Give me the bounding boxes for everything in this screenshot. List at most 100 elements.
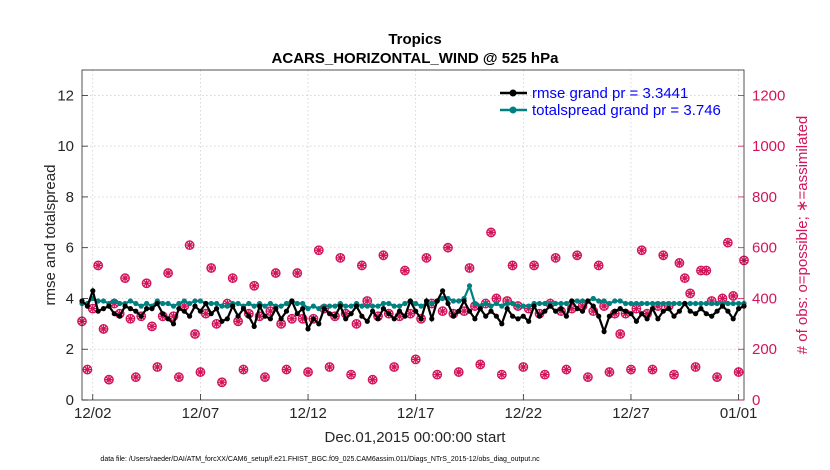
series-point-totalspread (251, 303, 257, 309)
series-point-totalspread (359, 303, 365, 309)
series-point-rmse (294, 311, 300, 317)
series-point-totalspread (612, 298, 618, 304)
obs-count-point (507, 260, 518, 271)
series-point-rmse (364, 318, 370, 324)
obs-count-point (658, 250, 669, 261)
obs-assimilated-marker (303, 367, 313, 377)
obs-count-point (400, 265, 410, 276)
y2-axis-ticks: 0 200 400 600 800 1000 1200 (738, 87, 785, 409)
series-point-rmse (122, 303, 128, 309)
obs-count-point (464, 263, 475, 273)
series-point-rmse (698, 306, 704, 312)
series-point-totalspread (493, 300, 499, 307)
series-point-totalspread (660, 300, 666, 307)
series-point-totalspread (413, 300, 419, 307)
obs-count-point (335, 252, 346, 263)
x-tick-label: 12/07 (182, 405, 220, 422)
obs-assimilated-marker (411, 355, 420, 364)
series-point-rmse (176, 306, 182, 312)
series-point-totalspread (542, 300, 548, 307)
series-point-totalspread (380, 300, 386, 307)
series-point-totalspread (574, 298, 580, 304)
obs-assimilated-marker (180, 301, 189, 311)
y2-tick-label: 600 (752, 240, 777, 257)
series-point-rmse (709, 313, 715, 319)
obs-assimilated-marker (632, 304, 641, 313)
obs-assimilated-marker (185, 240, 194, 250)
obs-assimilated-marker (276, 319, 286, 329)
obs-count-point (356, 260, 367, 271)
series-point-totalspread (536, 300, 543, 307)
series-point-totalspread (558, 300, 564, 307)
series-point-totalspread (305, 306, 311, 312)
obs-assimilated-marker (336, 253, 345, 263)
series-point-rmse (488, 308, 494, 314)
series-point-totalspread (327, 303, 333, 309)
obs-assimilated-marker (217, 378, 227, 387)
obs-assimilated-marker (120, 273, 130, 283)
series-point-rmse (413, 308, 419, 314)
series-point-totalspread (160, 300, 166, 307)
obs-assimilated-marker (298, 314, 307, 323)
series-point-rmse (725, 308, 731, 314)
series-point-totalspread (579, 298, 586, 304)
series-point-totalspread (596, 298, 602, 304)
series-point-rmse (84, 303, 90, 309)
obs-count-point (647, 364, 658, 375)
obs-count-point (195, 367, 206, 377)
obs-assimilated-marker (99, 324, 108, 334)
series-point-totalspread (386, 300, 392, 307)
y2-tick-label: 0 (752, 392, 760, 409)
series-point-rmse (461, 298, 467, 304)
obs-assimilated-marker (169, 312, 178, 321)
obs-assimilated-marker (626, 365, 636, 374)
obs-assimilated-marker (357, 261, 367, 270)
series-point-totalspread (617, 298, 623, 304)
obs-count-point (93, 260, 104, 271)
series-point-rmse (197, 308, 203, 314)
series-point-totalspread (687, 300, 693, 307)
series-point-rmse (267, 316, 273, 322)
series-point-rmse (144, 306, 150, 312)
y-tick-label: 10 (57, 138, 74, 155)
obs-assimilated-marker (669, 370, 679, 379)
obs-assimilated-marker (352, 319, 361, 329)
series-point-rmse (305, 326, 311, 332)
obs-assimilated-marker (346, 370, 356, 379)
obs-count-point (550, 252, 561, 263)
series-point-rmse (606, 313, 613, 319)
series-point-rmse (456, 308, 462, 314)
obs-count-point (281, 364, 292, 375)
obs-count-point (227, 273, 238, 284)
obs-assimilated-marker (696, 266, 706, 275)
legend-rmse-marker (509, 89, 517, 97)
series-point-rmse (154, 300, 160, 307)
series-point-rmse (660, 308, 666, 314)
series-point-rmse (407, 298, 413, 304)
x-tick-label: 12/27 (612, 405, 650, 422)
obs-assimilated-marker (589, 306, 598, 316)
x-tick-label: 12/12 (289, 405, 327, 422)
series-point-totalspread (219, 303, 225, 309)
data-file-footer: data file: /Users/raeder/DAI/ATM_forcXX/… (100, 456, 540, 463)
series-point-rmse (450, 313, 456, 319)
obs-assimilated-marker (659, 251, 668, 260)
obs-assimilated-marker (583, 372, 593, 382)
obs-assimilated-marker (465, 263, 474, 273)
obs-count-point (626, 364, 636, 375)
series-point-rmse (423, 298, 430, 304)
obs-assimilated-marker (616, 329, 625, 339)
series-point-rmse (483, 313, 489, 319)
series-point-rmse (547, 303, 553, 309)
obs-count-point (141, 278, 152, 289)
series-point-rmse (402, 313, 408, 319)
series-point-totalspread (714, 300, 720, 307)
obs-assimilated-marker (459, 306, 469, 316)
series-point-rmse (100, 306, 107, 312)
series-point-totalspread (725, 300, 731, 307)
x-tick-label: 01/01 (720, 405, 758, 422)
series-point-rmse (429, 316, 435, 322)
series-point-totalspread (181, 298, 187, 304)
obs-count-point (292, 268, 303, 278)
obs-assimilated-marker (293, 268, 302, 278)
